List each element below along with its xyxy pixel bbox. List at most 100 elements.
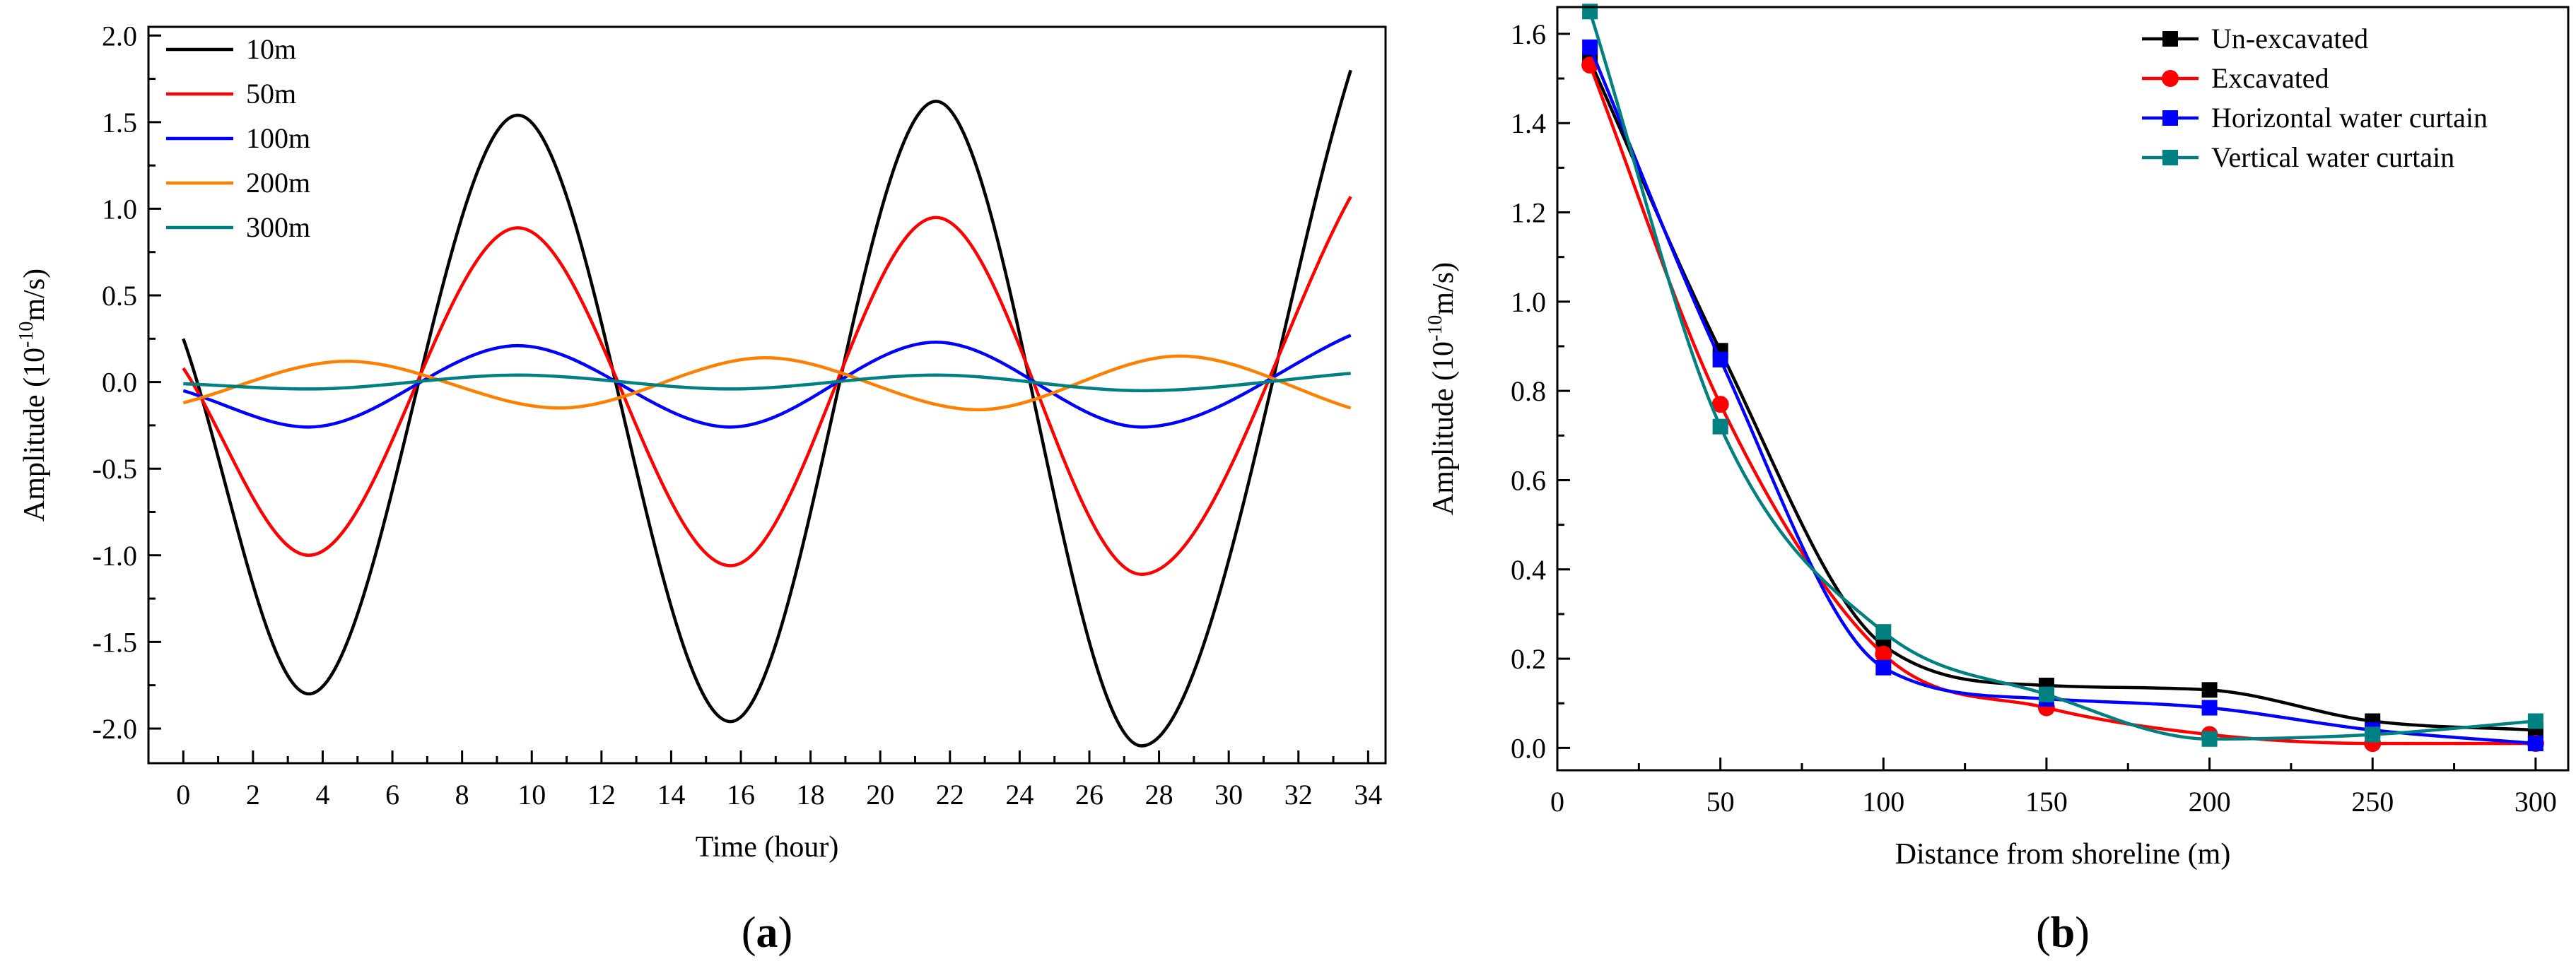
panel-a-x-tick-label: 2 <box>246 779 260 811</box>
panel-b-ticks: 0 50 100 150 200 250 300 0.0 0.2 0.4 0.6 0.8 1.0 1.2 1… <box>1511 18 2557 818</box>
panel-a-series-lines <box>182 69 1352 748</box>
panel-b-x-tick-label: 150 <box>2025 786 2068 818</box>
data-point-vertical-water-curtain <box>2038 686 2054 702</box>
panel-b-series-lines <box>1581 4 2544 753</box>
panel-a-y-label-exponent: -10 <box>16 322 37 348</box>
panel-b-x-tick-label: 250 <box>2351 786 2394 818</box>
data-point-horizontal-water-curtain <box>2527 736 2543 752</box>
panel-a-x-tick-label: 18 <box>797 779 825 811</box>
panel-b-y-label-suffix: m/s) <box>1427 262 1460 315</box>
panel-a-x-tick-label: 22 <box>936 779 964 811</box>
panel-a-x-tick-label: 20 <box>866 779 894 811</box>
legend-marker-un-excavated <box>2162 31 2178 47</box>
series-line-200m <box>182 354 1352 412</box>
panel-b-label-letter: b <box>2051 909 2075 957</box>
panel-a-ticks: 0 2 4 6 8 10 12 14 16 18 20 22 24 26 28 30 32 34-2.0-1.5-… <box>93 20 1383 811</box>
panel-a-plot-frame <box>147 25 1387 765</box>
panel-a-y-tick-label: 2.0 <box>102 20 137 52</box>
legend-marker-excavated <box>2162 70 2179 87</box>
panel-a-x-tick-label: 26 <box>1075 779 1103 811</box>
panel-a-x-tick-label: 14 <box>657 779 685 811</box>
legend-label-100m: 100m <box>246 122 310 154</box>
panel-a-x-tick-label: 28 <box>1145 779 1173 811</box>
panel-a-x-tick-label: 6 <box>385 779 399 811</box>
panel-b-y-axis-label: Amplitude (10-10m/s) <box>1424 262 1460 515</box>
legend-label-un-excavated: Un-excavated <box>2211 23 2368 54</box>
data-point-vertical-water-curtain <box>2527 713 2543 729</box>
data-point-vertical-water-curtain <box>1712 418 1728 435</box>
panel-b-y-tick-label: 0.6 <box>1511 464 1546 496</box>
panel-a-x-tick-label: 30 <box>1214 779 1243 811</box>
data-point-excavated <box>1875 645 1892 663</box>
panel-b-distance-decay: 0 50 100 150 200 250 300 0.0 0.2 0.4 0.6 0.8 1.0 1.2 1… <box>1424 4 2570 957</box>
series-line-300m <box>183 372 1351 393</box>
panel-a-legend: 10m 50m 100m 200m 300m <box>166 33 310 243</box>
panel-b-y-label-exponent: -10 <box>1424 315 1446 341</box>
data-point-horizontal-water-curtain <box>2201 700 2218 716</box>
panel-b-y-tick-label: 1.0 <box>1511 286 1546 318</box>
panel-a-y-tick-label: 1.5 <box>102 107 137 139</box>
panel-a-y-tick-label: -0.5 <box>93 453 137 485</box>
panel-a-x-tick-label: 10 <box>517 779 546 811</box>
panel-b-plot-frame <box>1556 6 2570 772</box>
panel-a-x-axis-label: Time (hour) <box>696 831 839 864</box>
panel-a-x-tick-label: 16 <box>727 779 755 811</box>
panel-b-y-tick-label: 0.8 <box>1511 375 1546 407</box>
legend-marker-vertical-water-curtain <box>2162 150 2178 165</box>
data-point-un-excavated <box>2201 682 2218 698</box>
legend-label-300m: 300m <box>246 211 310 243</box>
legend-label-vertical-water-curtain: Vertical water curtain <box>2211 141 2454 173</box>
panel-a-label-letter: a <box>756 909 778 957</box>
panel-b-label: (b) <box>2036 909 2090 957</box>
panel-b-x-tick-label: 300 <box>2514 786 2557 818</box>
legend-label-10m: 10m <box>246 33 296 65</box>
panel-b-y-tick-label: 0.4 <box>1511 554 1546 586</box>
data-point-horizontal-water-curtain <box>1582 39 1598 55</box>
panel-b-x-axis-label: Distance from shoreline (m) <box>1895 838 2231 871</box>
panel-b-y-label-prefix: Amplitude (10 <box>1427 341 1460 515</box>
panel-b-y-tick-label: 1.4 <box>1511 107 1546 139</box>
panel-a-x-tick-label: 32 <box>1284 779 1313 811</box>
data-point-vertical-water-curtain <box>2365 726 2381 743</box>
legend-label-50m: 50m <box>246 78 296 110</box>
panel-b-y-tick-label: 0.0 <box>1511 732 1546 764</box>
panel-a-x-tick-label: 34 <box>1354 779 1382 811</box>
panel-a-label: (a) <box>742 909 792 957</box>
data-point-vertical-water-curtain <box>1875 624 1892 640</box>
series-line-50m <box>182 196 1352 577</box>
series-line-100m <box>182 334 1352 429</box>
panel-a-y-axis-label: Amplitude (10-10m/s) <box>16 269 51 522</box>
panel-a-y-tick-label: -2.0 <box>93 713 137 745</box>
panel-b-legend: Un-excavated Excavated Horizontal water cu… <box>2142 23 2488 173</box>
panel-a-x-tick-label: 24 <box>1005 779 1034 811</box>
panel-b-x-tick-label: 0 <box>1550 786 1564 818</box>
series-line-un-excavated <box>1588 59 2536 732</box>
panel-b-y-tick-label: 0.2 <box>1511 643 1546 675</box>
panel-a-y-tick-label: 1.0 <box>102 193 137 225</box>
panel-a-x-tick-label: 0 <box>176 779 190 811</box>
panel-a-x-tick-label: 8 <box>455 779 469 811</box>
panel-a-y-tick-label: -1.0 <box>93 540 137 572</box>
legend-label-200m: 200m <box>246 167 310 199</box>
panel-a-x-tick-label: 4 <box>315 779 329 811</box>
legend-label-horizontal-water-curtain: Horizontal water curtain <box>2211 102 2488 134</box>
legend-marker-horizontal-water-curtain <box>2162 110 2178 126</box>
panel-b-y-tick-label: 1.2 <box>1511 197 1546 229</box>
series-line-vertical-water-curtain <box>1588 11 2536 741</box>
series-line-10m <box>182 69 1352 748</box>
panel-a-y-tick-label: -1.5 <box>93 626 137 658</box>
legend-label-excavated: Excavated <box>2211 62 2329 94</box>
panel-b-x-tick-label: 100 <box>1862 786 1904 818</box>
panel-a-y-tick-label: 0.0 <box>102 367 137 399</box>
panel-b-y-tick-label: 1.6 <box>1511 18 1546 50</box>
panel-a-y-label-prefix: Amplitude (10 <box>18 348 51 522</box>
data-point-horizontal-water-curtain <box>1712 351 1728 367</box>
panel-b-x-tick-label: 50 <box>1706 786 1735 818</box>
data-point-vertical-water-curtain <box>2201 731 2218 747</box>
panel-b-x-tick-label: 200 <box>2189 786 2231 818</box>
series-line-horizontal-water-curtain <box>1588 46 2536 746</box>
panel-a-x-tick-label: 12 <box>587 779 616 811</box>
data-point-excavated <box>1711 396 1729 413</box>
panel-a-y-label-suffix: m/s) <box>18 269 51 322</box>
